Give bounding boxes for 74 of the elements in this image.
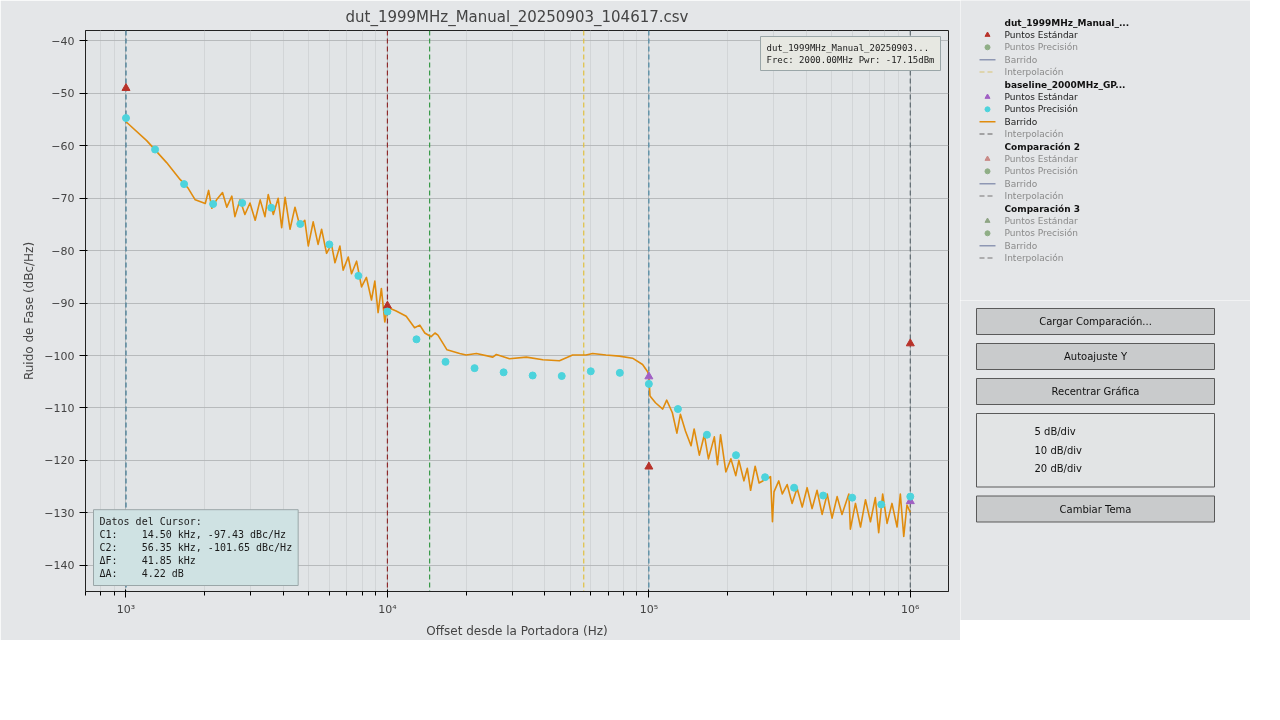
- point: [528, 371, 537, 380]
- legend-label: Barrido: [1004, 178, 1038, 189]
- legend-label: Puntos Estándar: [1004, 29, 1079, 40]
- legend-label: Puntos Estándar: [1004, 153, 1079, 164]
- text: Comparación 2: [1004, 141, 1081, 152]
- y-axis-title: Ruido de Fase (dBc/Hz): [22, 241, 37, 381]
- text: 5 dB/div 10 dB/div 20 dB/div: [1034, 426, 1083, 474]
- text: dut_1999MHz_Manual_...: [1004, 17, 1130, 28]
- y-tick-label: −60: [51, 139, 75, 153]
- x-axis-title: Offset desde la Portadora (Hz): [426, 623, 608, 638]
- point: [877, 500, 886, 509]
- x-tick-label: 10⁴: [378, 602, 398, 616]
- y-tick-label: −90: [51, 297, 75, 311]
- point: [122, 114, 130, 123]
- point: [644, 379, 653, 388]
- point: [586, 367, 595, 376]
- legend-label: Puntos Estándar: [1004, 91, 1079, 102]
- text: baseline_2000MHz_GP...: [1004, 79, 1126, 90]
- y-tick-label: −130: [44, 506, 75, 520]
- point: [557, 372, 566, 381]
- y-tick-label: −50: [51, 87, 75, 101]
- text: Comparación 3: [1004, 203, 1081, 214]
- legend-label: Interpolación: [1004, 191, 1064, 202]
- point: [354, 271, 363, 280]
- text: Cargar Comparación...: [1039, 316, 1152, 327]
- point: [819, 491, 828, 500]
- point: [121, 83, 131, 91]
- legend-label: Interpolación: [1004, 253, 1064, 264]
- legend-label: Puntos Precisión: [1004, 166, 1078, 177]
- point: [412, 335, 421, 344]
- y-tick-label: −140: [44, 559, 75, 573]
- x-tick-label: 10⁶: [901, 602, 921, 616]
- y-tick-label: −40: [51, 34, 75, 48]
- point: [848, 493, 857, 502]
- annotation: dut_1999MHz_Manual_20250903... Frec: 2000.00MHz Pwr: -17.15dBm: [766, 42, 935, 65]
- y-tick-label: −80: [51, 244, 75, 258]
- y-tick-label: −120: [44, 454, 75, 468]
- annotation: Datos del Cursor: C1: 14.50 kHz, -97.43 dBc/Hz C2: 56.35 kHz, -101.65 dBc/Hz ΔF: 41.85 kHz ΔA: 4.22 dB: [99, 515, 293, 580]
- point: [296, 219, 305, 228]
- legend-label: Puntos Precisión: [1004, 42, 1078, 53]
- text: Recentrar Gráfica: [1051, 386, 1140, 397]
- legend-label: Barrido: [1004, 54, 1038, 65]
- text: Cambiar Tema: [1059, 503, 1132, 515]
- point: [615, 368, 624, 377]
- legend-label: Barrido: [1004, 240, 1038, 251]
- point: [470, 364, 479, 373]
- point: [267, 203, 276, 212]
- y-tick-label: −70: [51, 192, 75, 206]
- point: [702, 430, 711, 439]
- point: [441, 357, 450, 366]
- legend-label: Barrido: [1004, 116, 1038, 127]
- point: [151, 145, 160, 154]
- chart-title: dut_1999MHz_Manual_20250903_104617.csv: [345, 7, 689, 27]
- point: [673, 405, 682, 414]
- y-tick-label: −100: [44, 349, 75, 363]
- legend-label: Puntos Precisión: [1004, 228, 1078, 239]
- y-tick-label: −110: [44, 402, 75, 415]
- text: Autoajuste Y: [1063, 351, 1128, 362]
- point: [499, 368, 508, 377]
- legend-label: Puntos Estándar: [1004, 215, 1079, 226]
- point: [761, 473, 770, 482]
- legend-label: Puntos Precisión: [1004, 104, 1078, 115]
- x-tick-label: 10³: [116, 602, 136, 616]
- point: [790, 483, 799, 492]
- legend-label: Interpolación: [1004, 67, 1064, 78]
- point: [325, 240, 334, 249]
- point: [383, 307, 392, 316]
- legend-label: Interpolación: [1004, 129, 1064, 140]
- point: [180, 180, 189, 189]
- point: [906, 492, 915, 501]
- point: [238, 199, 247, 207]
- point: [732, 451, 741, 460]
- point: [209, 200, 218, 209]
- x-tick-label: 10⁵: [639, 602, 659, 616]
